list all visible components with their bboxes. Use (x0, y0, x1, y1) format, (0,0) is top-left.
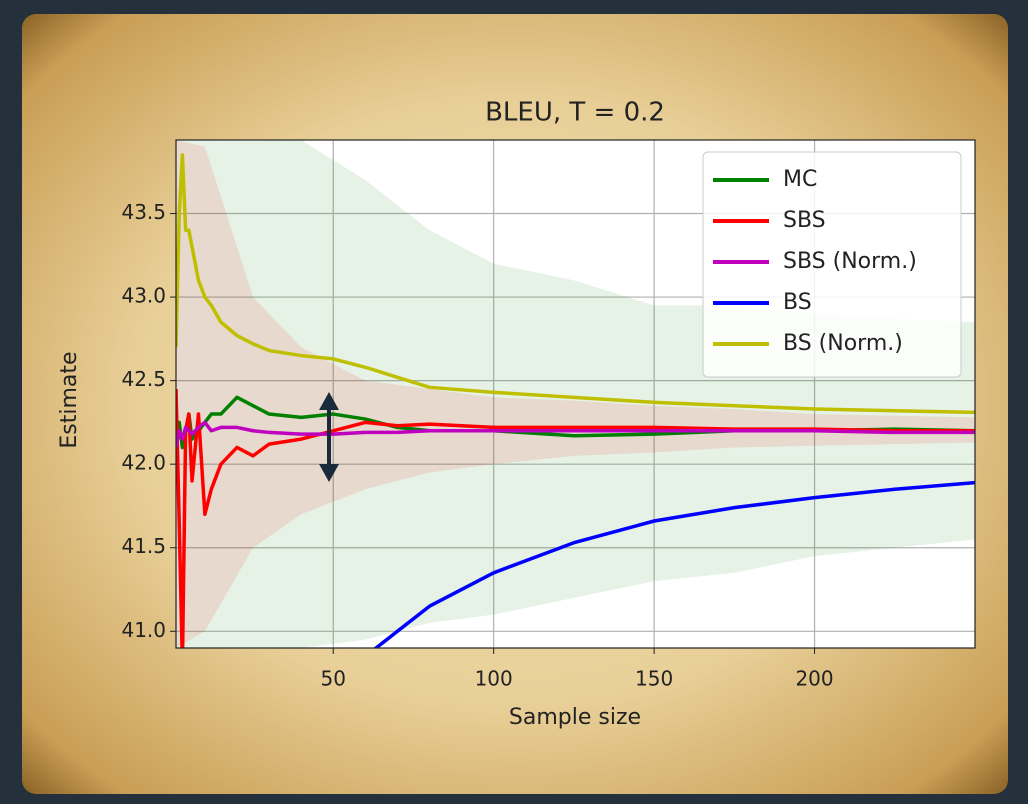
x-axis-label: Sample size (509, 705, 641, 730)
legend-label: MC (783, 167, 817, 192)
y-tick-label: 43.0 (121, 284, 166, 308)
y-tick-label: 42.0 (121, 451, 166, 475)
chart-title: BLEU, T = 0.2 (485, 98, 665, 128)
x-tick-label: 50 (321, 667, 346, 691)
legend-label: BS (Norm.) (783, 331, 903, 356)
legend-label: SBS (Norm.) (783, 249, 917, 274)
x-tick-label: 200 (795, 667, 833, 691)
legend-label: BS (783, 290, 812, 315)
page: 50 100 150 200 41.0 41.5 42.0 42.5 43.0 43.5 BLEU… (0, 0, 1028, 804)
legend-label: SBS (783, 208, 826, 233)
x-tick-label: 100 (475, 667, 513, 691)
chart: 50 100 150 200 41.0 41.5 42.0 42.5 43.0 43.5 BLEU… (0, 0, 1028, 804)
y-tick-label: 43.5 (121, 200, 166, 224)
y-tick-label: 42.5 (121, 367, 166, 391)
y-axis-label: Estimate (57, 351, 82, 448)
y-tick-label: 41.5 (121, 534, 166, 558)
y-tick-label: 41.0 (121, 618, 166, 642)
x-tick-label: 150 (635, 667, 673, 691)
